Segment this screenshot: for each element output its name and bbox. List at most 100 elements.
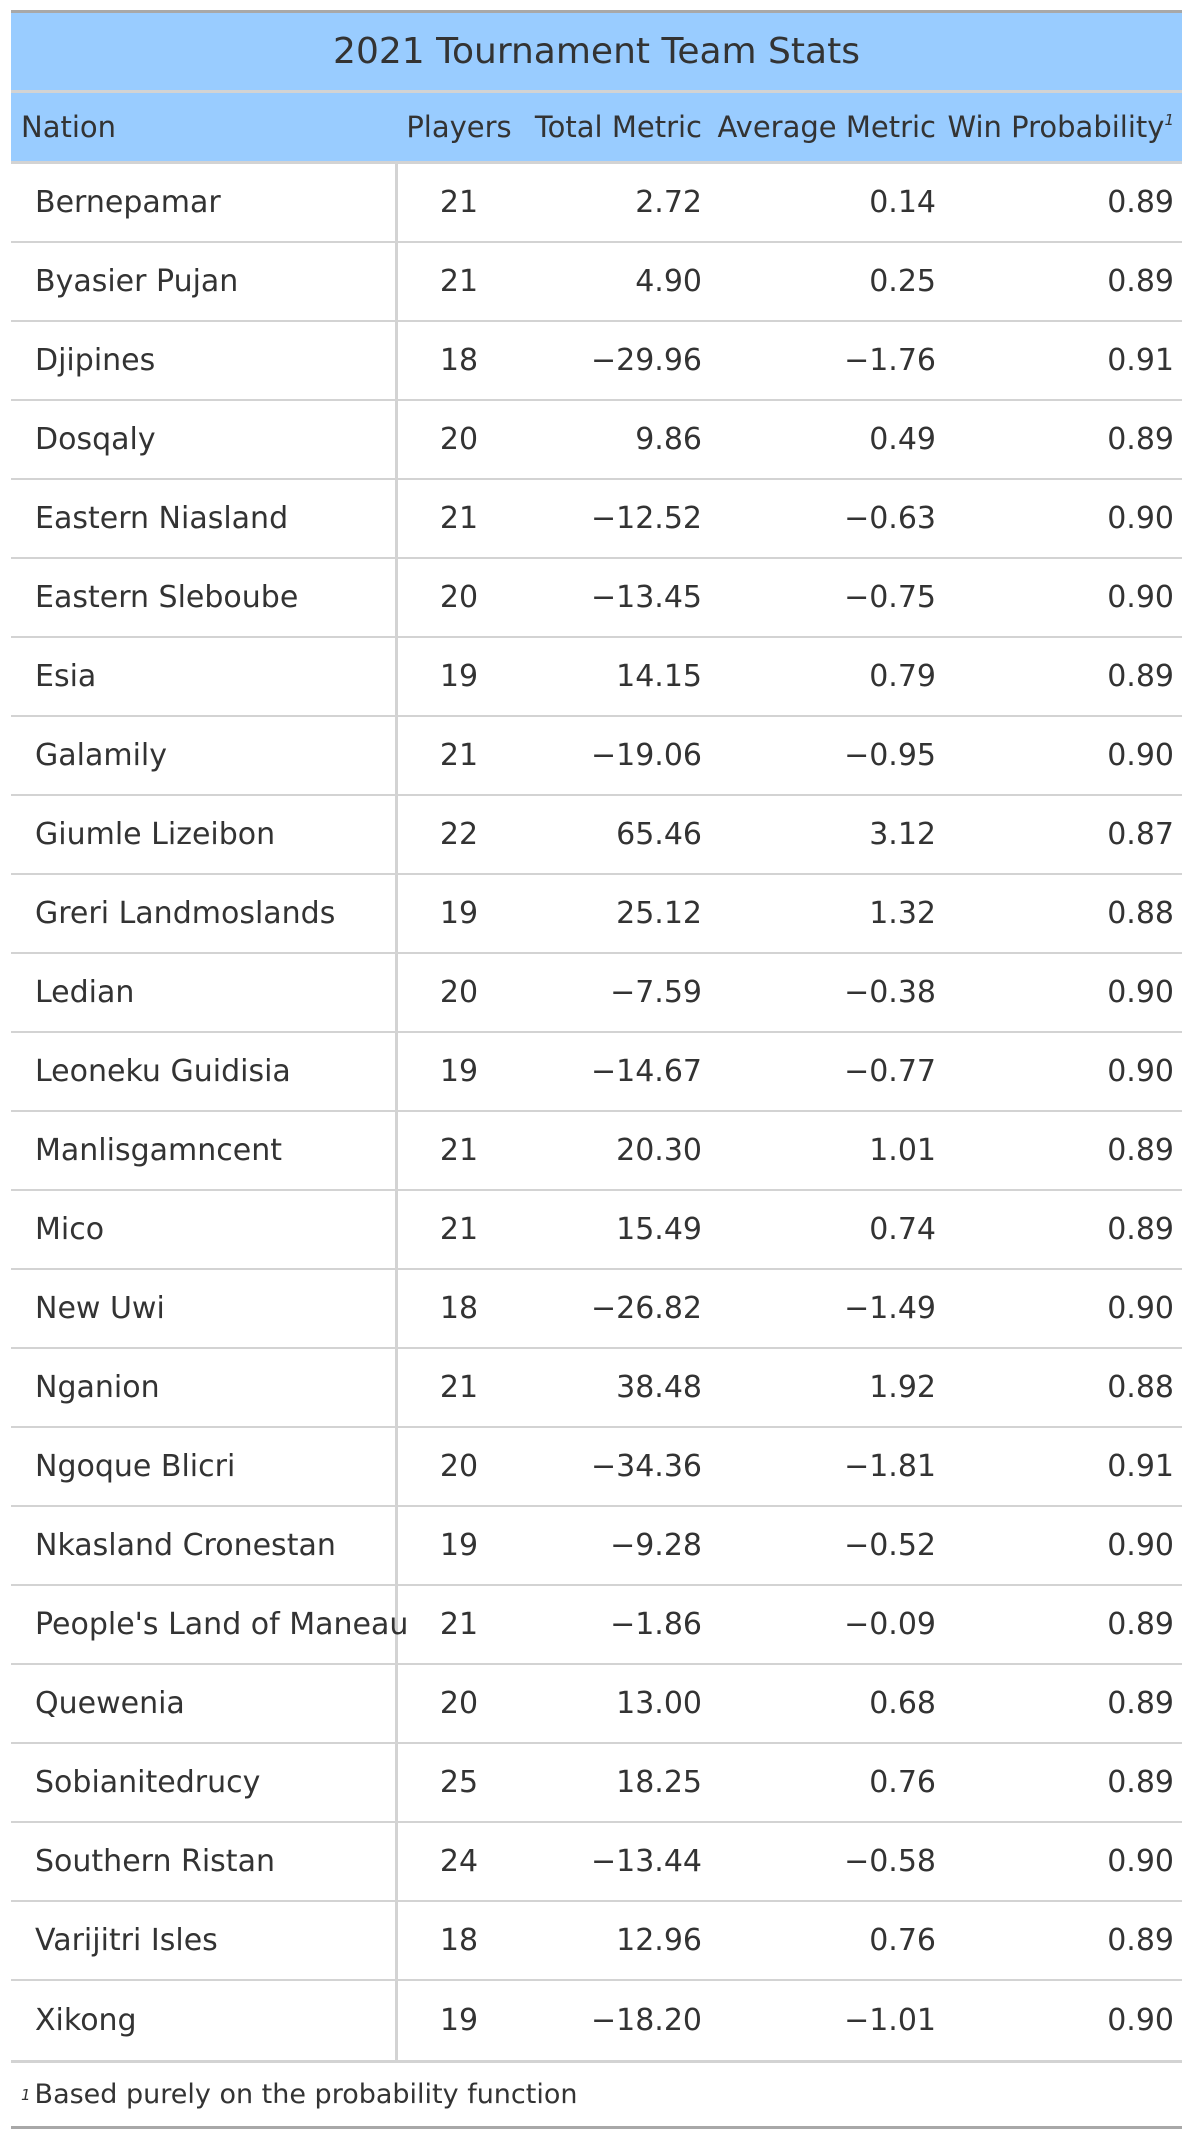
- cell-nation: Byasier Pujan: [11, 243, 398, 320]
- cell-win-probability: 0.91: [1107, 343, 1174, 378]
- cell-nation: Nkasland Cronestan: [11, 1507, 398, 1584]
- cell-nation: Leoneku Guidisia: [11, 1033, 398, 1110]
- cell-nation: Southern Ristan: [11, 1823, 398, 1900]
- cell-players: 18: [439, 1923, 479, 1958]
- cell-win-probability: 0.90: [1107, 738, 1174, 773]
- cell-players: 21: [439, 738, 479, 773]
- cell-total-metric: 14.15: [616, 659, 702, 694]
- column-header-win-label: Win Probability: [947, 110, 1165, 144]
- cell-players: 20: [439, 422, 479, 457]
- table-row: Ledian 20 −7.59 −0.38 0.90: [11, 954, 1182, 1033]
- table-row: Giumle Lizeibon 22 65.46 3.12 0.87: [11, 796, 1182, 875]
- cell-players: 20: [439, 1449, 479, 1484]
- cell-average-metric: 0.76: [869, 1923, 936, 1958]
- cell-players: 18: [439, 343, 479, 378]
- cell-players: 19: [439, 896, 479, 931]
- table-row: Varijitri Isles 18 12.96 0.76 0.89: [11, 1902, 1182, 1981]
- cell-average-metric: −0.95: [844, 738, 936, 773]
- cell-nation: Greri Landmoslands: [11, 875, 398, 952]
- cell-total-metric: −19.06: [590, 738, 702, 773]
- cell-nation: Esia: [11, 638, 398, 715]
- cell-average-metric: −1.49: [844, 1291, 936, 1326]
- table-row: Eastern Niasland 21 −12.52 −0.63 0.90: [11, 480, 1182, 559]
- cell-players: 21: [439, 1212, 479, 1247]
- footnote-mark: 1: [21, 2085, 31, 2104]
- cell-nation: Ngoque Blicri: [11, 1428, 398, 1505]
- stats-table: 2021 Tournament Team Stats Nation Player…: [11, 10, 1182, 2129]
- cell-nation: People's Land of Maneau: [11, 1586, 408, 1663]
- cell-win-probability: 0.90: [1107, 1291, 1174, 1326]
- cell-nation: Djipines: [11, 322, 398, 399]
- cell-total-metric: 38.48: [616, 1370, 702, 1405]
- table-row: Esia 19 14.15 0.79 0.89: [11, 638, 1182, 717]
- cell-total-metric: −12.52: [590, 501, 702, 536]
- cell-win-probability: 0.90: [1107, 501, 1174, 536]
- cell-nation: Varijitri Isles: [11, 1902, 398, 1979]
- cell-total-metric: 9.86: [635, 422, 702, 457]
- cell-players: 24: [439, 1844, 479, 1879]
- cell-average-metric: −0.58: [844, 1844, 936, 1879]
- cell-total-metric: −7.59: [610, 975, 702, 1010]
- cell-total-metric: −34.36: [590, 1449, 702, 1484]
- cell-win-probability: 0.89: [1107, 1765, 1174, 1800]
- table-row: New Uwi 18 −26.82 −1.49 0.90: [11, 1270, 1182, 1349]
- cell-win-probability: 0.90: [1107, 975, 1174, 1010]
- cell-nation: Mico: [11, 1191, 398, 1268]
- cell-win-probability: 0.90: [1107, 1844, 1174, 1879]
- cell-average-metric: 0.14: [869, 185, 936, 220]
- cell-players: 18: [439, 1291, 479, 1326]
- table-row: Nganion 21 38.48 1.92 0.88: [11, 1349, 1182, 1428]
- cell-players: 19: [439, 2003, 479, 2038]
- cell-nation: Galamily: [11, 717, 398, 794]
- cell-players: 19: [439, 659, 479, 694]
- table-row: Leoneku Guidisia 19 −14.67 −0.77 0.90: [11, 1033, 1182, 1112]
- cell-total-metric: −13.44: [590, 1844, 702, 1879]
- table-row: Nkasland Cronestan 19 −9.28 −0.52 0.90: [11, 1507, 1182, 1586]
- cell-average-metric: 3.12: [869, 817, 936, 852]
- table-row: Dosqaly 20 9.86 0.49 0.89: [11, 401, 1182, 480]
- footnote-marker: 1: [1164, 111, 1174, 129]
- cell-win-probability: 0.89: [1107, 1607, 1174, 1642]
- cell-win-probability: 0.89: [1107, 1686, 1174, 1721]
- cell-players: 19: [439, 1054, 479, 1089]
- cell-win-probability: 0.88: [1107, 1370, 1174, 1405]
- cell-nation: Eastern Niasland: [11, 480, 398, 557]
- cell-win-probability: 0.89: [1107, 422, 1174, 457]
- table-row: Southern Ristan 24 −13.44 −0.58 0.90: [11, 1823, 1182, 1902]
- cell-average-metric: 0.68: [869, 1686, 936, 1721]
- table-row: Manlisgamncent 21 20.30 1.01 0.89: [11, 1112, 1182, 1191]
- cell-average-metric: 1.92: [869, 1370, 936, 1405]
- cell-players: 21: [439, 264, 479, 299]
- cell-players: 25: [439, 1765, 479, 1800]
- cell-win-probability: 0.90: [1107, 2003, 1174, 2038]
- cell-nation: Eastern Sleboube: [11, 559, 398, 636]
- cell-win-probability: 0.89: [1107, 185, 1174, 220]
- cell-win-probability: 0.88: [1107, 896, 1174, 931]
- cell-total-metric: −14.67: [590, 1054, 702, 1089]
- cell-nation: Ledian: [11, 954, 398, 1031]
- cell-win-probability: 0.90: [1107, 1528, 1174, 1563]
- cell-total-metric: −9.28: [610, 1528, 702, 1563]
- cell-total-metric: 20.30: [616, 1133, 702, 1168]
- cell-win-probability: 0.87: [1107, 817, 1174, 852]
- cell-nation: Manlisgamncent: [11, 1112, 398, 1189]
- table-row: Bernepamar 21 2.72 0.14 0.89: [11, 164, 1182, 243]
- cell-players: 19: [439, 1528, 479, 1563]
- table-row: Sobianitedrucy 25 18.25 0.76 0.89: [11, 1744, 1182, 1823]
- cell-total-metric: 13.00: [616, 1686, 702, 1721]
- table-row: Greri Landmoslands 19 25.12 1.32 0.88: [11, 875, 1182, 954]
- cell-average-metric: 1.01: [869, 1133, 936, 1168]
- cell-nation: Nganion: [11, 1349, 398, 1426]
- cell-average-metric: 0.74: [869, 1212, 936, 1247]
- cell-nation: Xikong: [11, 1981, 398, 2060]
- table-row: Eastern Sleboube 20 −13.45 −0.75 0.90: [11, 559, 1182, 638]
- table-row: Djipines 18 −29.96 −1.76 0.91: [11, 322, 1182, 401]
- cell-total-metric: 65.46: [616, 817, 702, 852]
- cell-average-metric: −0.77: [844, 1054, 936, 1089]
- cell-average-metric: 1.32: [869, 896, 936, 931]
- cell-players: 21: [439, 1133, 479, 1168]
- cell-average-metric: 0.76: [869, 1765, 936, 1800]
- cell-nation: Giumle Lizeibon: [11, 796, 398, 873]
- cell-nation: Quewenia: [11, 1665, 398, 1742]
- cell-total-metric: 12.96: [616, 1923, 702, 1958]
